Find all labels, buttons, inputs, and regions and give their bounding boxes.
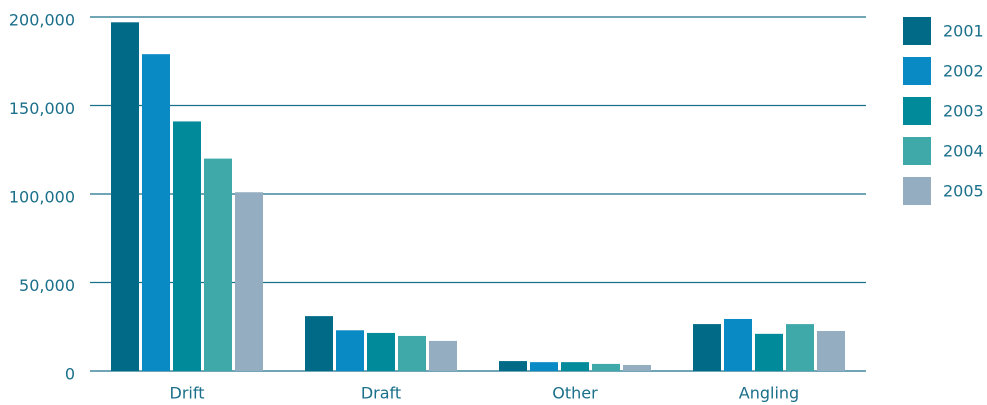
bar (305, 316, 333, 371)
legend-label: 2004 (943, 142, 984, 161)
x-tick-label: Other (552, 384, 598, 403)
legend-label: 2003 (943, 102, 984, 121)
legend-label: 2002 (943, 62, 984, 81)
bar (499, 361, 527, 371)
y-tick-label: 100,000 (9, 188, 75, 207)
legend-label: 2005 (943, 182, 984, 201)
bar (111, 22, 139, 372)
x-tick-label: Drift (170, 384, 205, 403)
bar (398, 335, 426, 371)
y-tick-label: 50,000 (19, 276, 75, 295)
legend-swatch (903, 57, 931, 85)
legend-swatch (903, 137, 931, 165)
bar (693, 324, 721, 371)
bar (142, 54, 170, 372)
bar (561, 362, 589, 371)
y-tick-label: 150,000 (9, 99, 75, 118)
bar (204, 158, 232, 371)
bar (623, 364, 651, 371)
x-tick-label: Angling (739, 384, 799, 403)
y-tick-label: 200,000 (9, 11, 75, 30)
x-tick-label: Draft (361, 384, 401, 403)
bar (429, 340, 457, 371)
legend-label: 2001 (943, 22, 984, 41)
bar (367, 332, 395, 371)
bar (530, 362, 558, 371)
bar (235, 192, 263, 371)
bar (592, 363, 620, 371)
bar (817, 330, 845, 371)
bar (786, 324, 814, 371)
legend-swatch (903, 97, 931, 125)
y-tick-label: 0 (65, 365, 75, 384)
legend-swatch (903, 177, 931, 205)
bar (173, 121, 201, 372)
bar (755, 333, 783, 371)
bar (336, 330, 364, 371)
bar (724, 318, 752, 371)
legend-swatch (903, 17, 931, 45)
